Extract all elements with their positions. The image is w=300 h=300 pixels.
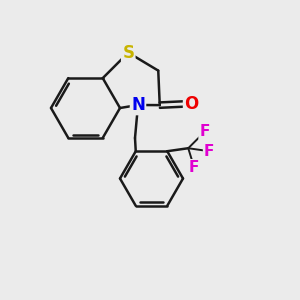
- Text: S: S: [122, 44, 134, 62]
- Text: F: F: [204, 144, 214, 159]
- Text: N: N: [131, 96, 145, 114]
- Text: O: O: [184, 94, 198, 112]
- Text: F: F: [189, 160, 200, 175]
- Text: F: F: [200, 124, 210, 139]
